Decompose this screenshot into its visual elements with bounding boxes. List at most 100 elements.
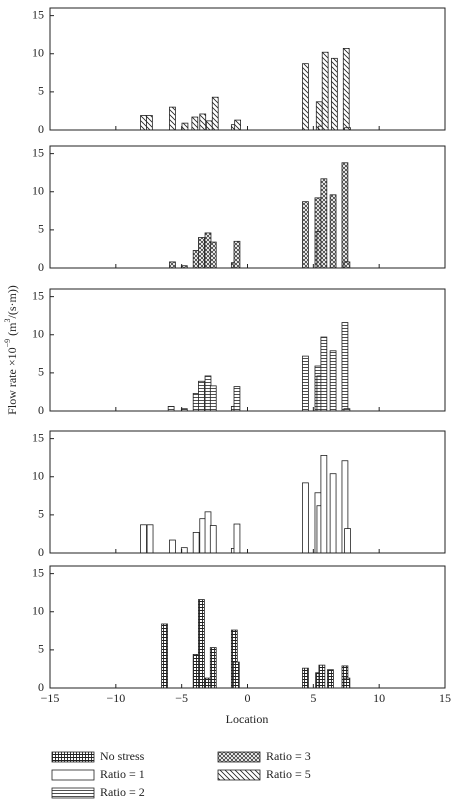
- bar: [140, 524, 147, 554]
- legend-label: Ratio = 3: [266, 749, 311, 763]
- y-tick-label: 10: [32, 469, 44, 483]
- bar: [234, 119, 241, 131]
- bar: [167, 406, 175, 412]
- y-label-part: (m: [5, 322, 19, 339]
- x-tick-label: −15: [41, 691, 60, 705]
- y-tick-label: 15: [32, 565, 44, 579]
- bar: [321, 51, 329, 131]
- bar: [302, 355, 309, 412]
- legend-swatch: [217, 751, 261, 763]
- legend-swatch: [217, 769, 261, 781]
- y-tick-label: 5: [38, 84, 44, 98]
- bar: [318, 664, 326, 689]
- bar: [320, 178, 328, 269]
- y-tick-label: 15: [32, 288, 44, 302]
- legend-label: Ratio = 2: [100, 785, 145, 799]
- bar: [191, 116, 199, 131]
- bar: [198, 380, 205, 412]
- bar: [233, 386, 241, 412]
- bar: [343, 261, 351, 269]
- y-tick-label: 0: [38, 545, 44, 559]
- bar: [146, 115, 153, 131]
- bar: [344, 528, 351, 554]
- legend-label: No stress: [100, 749, 145, 763]
- x-tick-label: −5: [175, 691, 188, 705]
- bar: [161, 623, 168, 689]
- y-tick-label: 5: [38, 642, 44, 656]
- y-label-superscript: 3: [3, 319, 12, 323]
- bar: [209, 647, 217, 689]
- bar: [146, 524, 154, 554]
- y-tick-label: 0: [38, 260, 44, 274]
- bar: [331, 57, 338, 131]
- bar: [341, 162, 349, 269]
- bar: [169, 106, 176, 131]
- y-tick-label: 0: [38, 122, 44, 136]
- y-label-part: /(s·m)): [5, 285, 19, 318]
- bar: [209, 241, 217, 269]
- y-axis-label: Flow rate ×10−9 (m3/(s·m)): [3, 285, 18, 415]
- bar: [169, 261, 176, 269]
- bar: [211, 96, 219, 131]
- bar: [205, 120, 213, 131]
- y-tick-label: 10: [32, 327, 44, 341]
- legend-swatch: [51, 769, 95, 781]
- bar: [198, 237, 205, 269]
- bar: [199, 113, 207, 131]
- y-tick-label: 10: [32, 184, 44, 198]
- y-tick-label: 10: [32, 46, 44, 60]
- bar: [320, 454, 328, 554]
- x-tick-label: −10: [106, 691, 125, 705]
- bar: [232, 661, 240, 689]
- x-tick-label: 0: [245, 691, 251, 705]
- bar: [180, 547, 188, 554]
- y-label-part: Flow rate ×10: [5, 347, 19, 414]
- plot-frame: [49, 145, 446, 269]
- bar: [341, 322, 349, 412]
- y-label-superscript: −9: [3, 339, 12, 348]
- y-tick-label: 10: [32, 604, 44, 618]
- y-tick-label: 15: [32, 145, 44, 159]
- bar: [140, 115, 147, 131]
- bar: [329, 473, 337, 554]
- bar: [343, 677, 351, 689]
- bar: [192, 532, 200, 554]
- y-tick-label: 5: [38, 507, 44, 521]
- bar: [302, 482, 309, 554]
- y-tick-label: 0: [38, 403, 44, 417]
- bar: [315, 101, 323, 131]
- bar: [181, 122, 189, 131]
- legend-label: Ratio = 5: [266, 767, 311, 781]
- bar: [342, 48, 350, 131]
- bar: [198, 599, 205, 689]
- y-tick-label: 5: [38, 365, 44, 379]
- y-tick-label: 15: [32, 7, 44, 21]
- bar: [302, 201, 309, 269]
- bar: [320, 336, 328, 412]
- legend-swatch: [51, 787, 95, 799]
- bar: [329, 350, 337, 412]
- legend-swatch: [51, 751, 95, 763]
- bar: [302, 63, 309, 131]
- plot-frame: [49, 288, 446, 412]
- bar: [209, 525, 217, 554]
- bar: [302, 667, 309, 689]
- bar: [327, 669, 334, 689]
- bar: [233, 523, 241, 554]
- y-tick-label: 5: [38, 222, 44, 236]
- y-tick-label: 0: [38, 680, 44, 694]
- x-axis-label: Location: [226, 712, 269, 726]
- legend-label: Ratio = 1: [100, 767, 145, 781]
- bar: [169, 539, 176, 554]
- y-tick-label: 15: [32, 430, 44, 444]
- bar: [329, 194, 337, 269]
- plot-frame: [49, 565, 446, 689]
- bar: [233, 240, 241, 269]
- plot-frame: [49, 7, 446, 131]
- x-tick-label: 10: [373, 691, 385, 705]
- bar: [209, 385, 217, 412]
- x-tick-label: 5: [310, 691, 316, 705]
- plot-frame: [49, 430, 446, 554]
- x-tick-label: 15: [439, 691, 451, 705]
